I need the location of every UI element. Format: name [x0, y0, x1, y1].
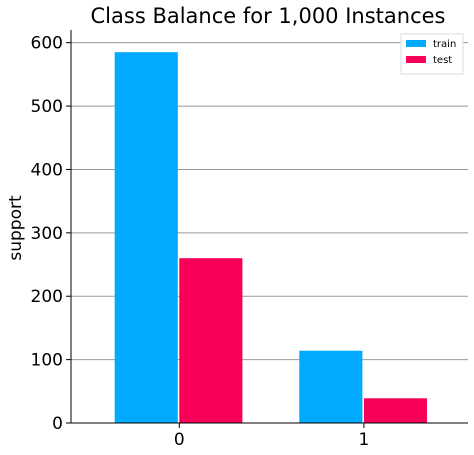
- bars: [114, 52, 428, 423]
- y-axis-label: support: [6, 195, 26, 261]
- axes: 0 100 200 300 400 500 600 0 1: [31, 30, 468, 450]
- legend-swatch-test: [406, 56, 426, 63]
- legend: train test: [400, 33, 464, 75]
- y-tick-label: 600: [31, 34, 63, 54]
- x-tick-label: 0: [174, 430, 185, 450]
- x-tick-label: 1: [358, 430, 369, 450]
- bar-test-1: [363, 398, 428, 423]
- y-tick-label: 300: [31, 224, 63, 244]
- bar-test-0: [179, 258, 243, 423]
- chart-title: Class Balance for 1,000 Instances: [91, 4, 446, 28]
- bar-train-0: [114, 52, 178, 423]
- y-tick-label: 200: [31, 287, 63, 307]
- legend-swatch-train: [406, 40, 426, 47]
- legend-label-test: test: [433, 55, 452, 66]
- y-tick-label: 0: [52, 414, 63, 434]
- y-tick-label: 500: [31, 97, 63, 117]
- y-tick-label: 100: [31, 351, 63, 371]
- bar-train-1: [299, 350, 363, 423]
- y-tick-label: 400: [31, 160, 63, 180]
- legend-label-train: train: [433, 39, 456, 50]
